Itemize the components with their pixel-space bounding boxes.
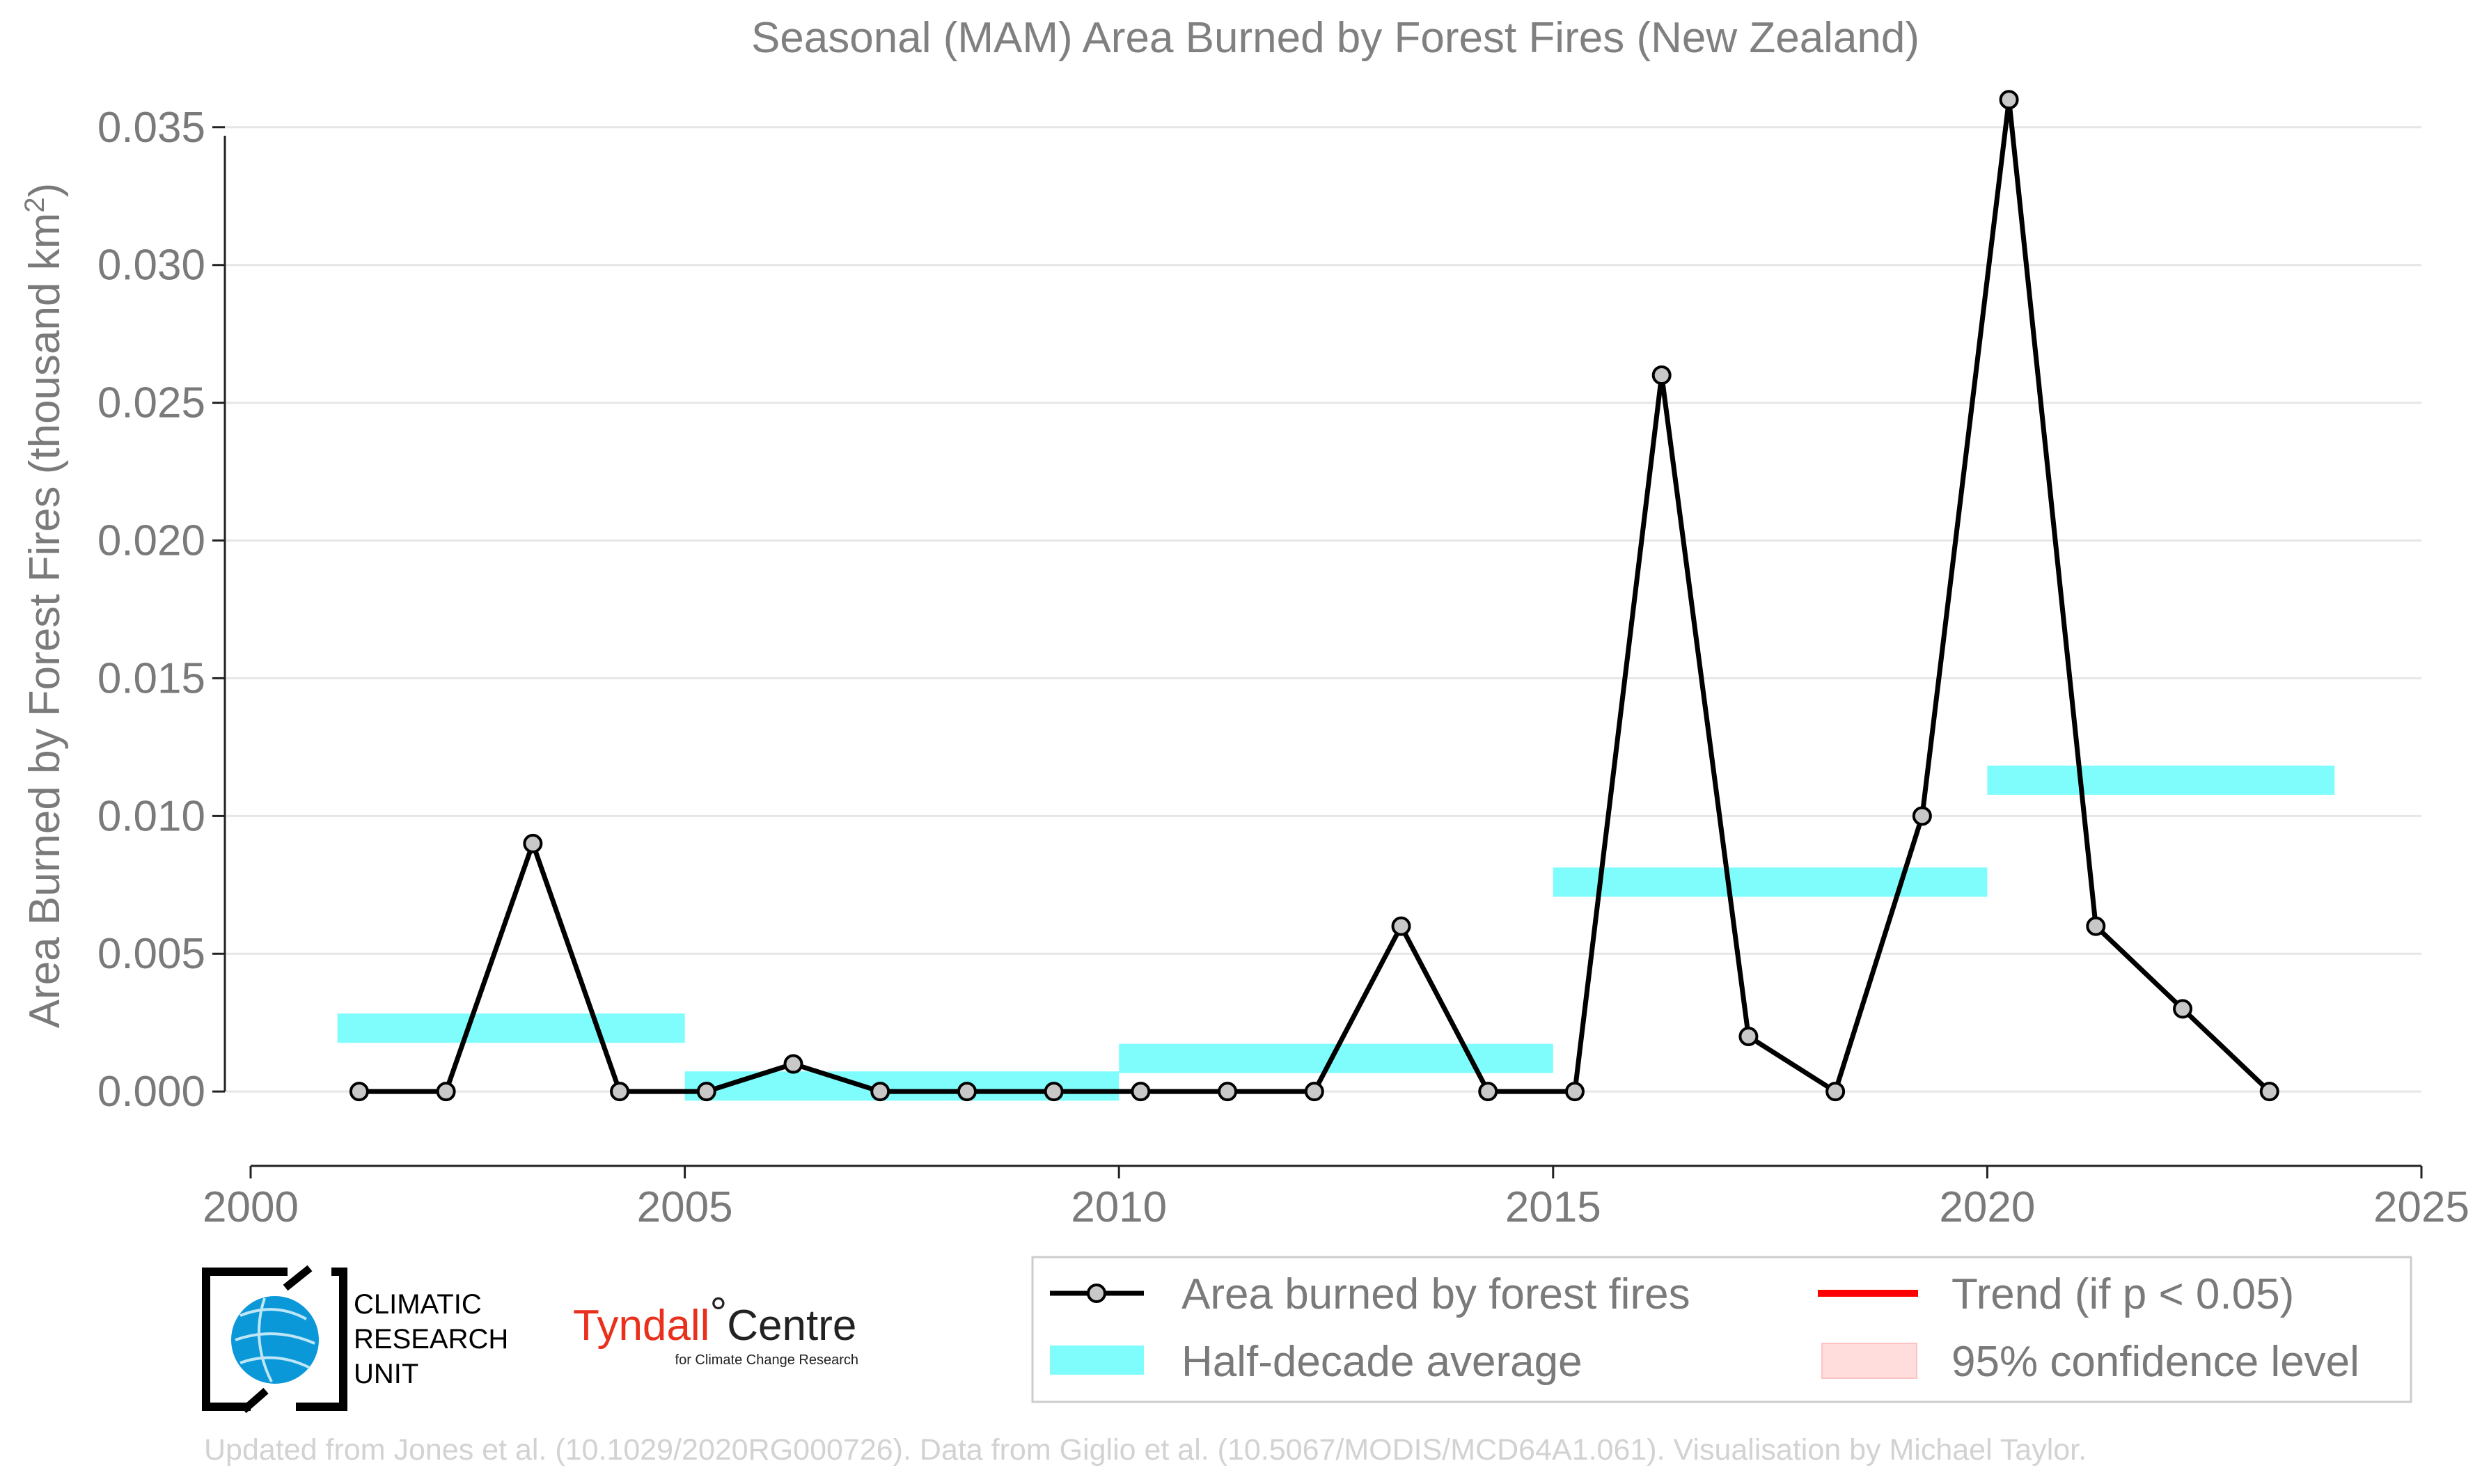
series-area-burned [349,90,2279,1102]
legend-label-area-burned: Area burned by forest fires [1181,1270,1690,1318]
y-axis-label-superscript: 2 [19,197,50,212]
y-axis-label: Area Burned by Forest Fires (thousand km… [19,183,69,1029]
y-axis-label-end: ) [21,183,69,198]
y-tick-label: 0.015 [97,654,205,702]
data-point [1912,806,1932,826]
data-point [610,1082,630,1102]
data-point [1304,1082,1324,1102]
data-point [2259,1082,2279,1102]
y-tick-labels: 0.000 0.005 0.010 0.015 0.020 0.025 0.030 0.035 [97,104,205,1116]
data-point [1999,90,2019,110]
credit-line: Updated from Jones et al. (10.1029/2020R… [204,1433,2087,1467]
tyndall-logo-subtitle: for Climate Change Research [675,1352,858,1368]
cru-logo-slash-top [283,1265,313,1291]
data-point [1218,1082,1238,1102]
y-tick-label: 0.010 [97,792,205,840]
half-decade-band [1553,867,1988,897]
chart-title: Seasonal (MAM) Area Burned by Forest Fir… [751,14,1919,62]
legend-box [1031,1256,2412,1403]
half-decade-band [1987,765,2335,795]
x-tick-label: 2010 [1071,1183,1167,1231]
data-point [1044,1082,1064,1102]
data-point [870,1082,890,1102]
legend: Area burned by forest fires Half-decade … [1031,1256,2412,1403]
cru-globe-swirl [235,1297,315,1382]
data-point [1564,1082,1585,1102]
x-tick-labels: 2000 2005 2010 2015 2020 2025 [203,1183,2469,1231]
data-point [523,833,543,853]
cru-logo: CLIMATIC RESEARCH UNIT [202,1265,508,1414]
y-tick-label: 0.005 [97,930,205,978]
cru-logo-slash-bottom [241,1387,269,1414]
data-point [1825,1082,1846,1102]
data-point [436,1082,456,1102]
tyndall-logo-degree: ° [709,1289,727,1337]
legend-swatch-half-decade [1050,1345,1144,1375]
y-tick-label: 0.035 [97,104,205,152]
legend-swatch-confidence [1821,1343,1917,1379]
x-tick-label: 2020 [1939,1183,2035,1231]
cru-text-line-3: UNIT [354,1359,418,1389]
y-tick-label: 0.030 [97,242,205,290]
legend-marker-area-burned [1087,1284,1106,1303]
y-axis-label-main: Area Burned by Forest Fires (thousand km [21,213,69,1029]
data-point [349,1082,369,1102]
tyndall-logo-title: Tyndall°Centre [573,1289,856,1350]
data-point [1738,1026,1759,1046]
grid-lines [225,126,2421,1093]
data-point [1391,916,1411,936]
data-point [783,1054,803,1074]
tyndall-logo-word: Tyndall [573,1302,709,1350]
data-point [1651,365,1672,386]
data-point [2086,916,2106,936]
cru-text-line-1: CLIMATIC [354,1289,482,1320]
x-tick-label: 2000 [203,1183,299,1231]
data-point [957,1082,977,1102]
y-tick-label: 0.000 [97,1068,205,1116]
data-point [2173,999,2193,1019]
y-tick-label: 0.020 [97,517,205,565]
data-point [1478,1082,1498,1102]
x-tick-label: 2025 [2373,1183,2469,1231]
cru-text-line-2: RESEARCH [354,1324,508,1355]
axes [212,126,2423,1178]
half-decade-band [337,1013,685,1043]
x-tick-label: 2005 [637,1183,733,1231]
cru-logo-frame [202,1268,347,1411]
y-tick-label: 0.025 [97,379,205,427]
tyndall-centre-logo: Tyndall°Centre for Climate Change Resear… [573,1289,858,1368]
legend-label-trend: Trend (if p < 0.05) [1951,1270,2294,1318]
data-point [1131,1082,1151,1102]
series-line-area-burned [359,97,2272,1094]
tyndall-logo-centre: Centre [727,1302,856,1350]
legend-label-confidence: 95% confidence level [1951,1338,2359,1386]
data-point [696,1082,716,1102]
x-tick-label: 2015 [1505,1183,1601,1231]
legend-label-half-decade: Half-decade average [1181,1338,1582,1386]
